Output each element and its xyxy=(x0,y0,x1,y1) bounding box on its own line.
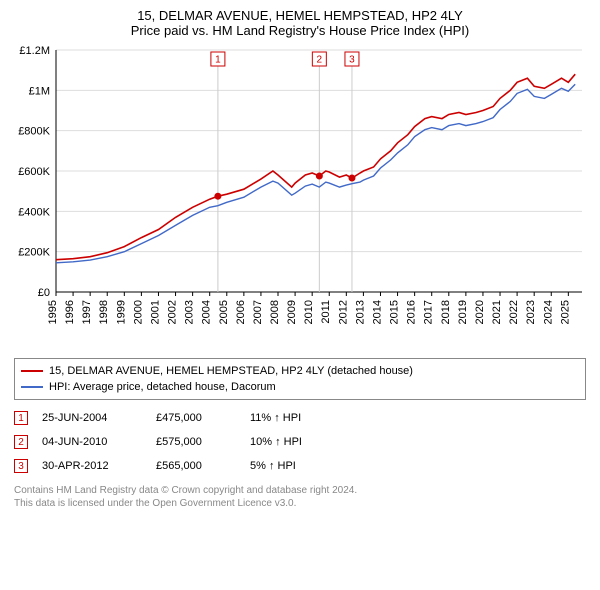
transaction-marker: 2 xyxy=(14,435,28,449)
svg-text:1: 1 xyxy=(215,55,221,66)
svg-text:2002: 2002 xyxy=(167,300,179,324)
svg-text:2003: 2003 xyxy=(184,300,196,324)
svg-text:2011: 2011 xyxy=(320,300,332,324)
svg-text:2005: 2005 xyxy=(218,300,230,324)
legend-label: 15, DELMAR AVENUE, HEMEL HEMPSTEAD, HP2 … xyxy=(49,365,413,377)
legend: 15, DELMAR AVENUE, HEMEL HEMPSTEAD, HP2 … xyxy=(14,358,586,400)
chart-svg: £0 £200K £400K £600K £800K £1M £1.2M 1995 1996 19… xyxy=(10,42,590,352)
svg-text:£800K: £800K xyxy=(18,126,50,138)
transaction-price: £575,000 xyxy=(156,436,236,448)
svg-text:1999: 1999 xyxy=(115,300,127,324)
chart-title-address: 15, DELMAR AVENUE, HEMEL HEMPSTEAD, HP2 … xyxy=(10,8,590,23)
transaction-row: 2 04-JUN-2010 £575,000 10% ↑ HPI xyxy=(14,430,586,454)
svg-text:2025: 2025 xyxy=(559,300,571,324)
svg-text:2016: 2016 xyxy=(406,300,418,324)
transaction-hpi: 5% ↑ HPI xyxy=(250,460,340,472)
transaction-price: £475,000 xyxy=(156,412,236,424)
svg-text:2019: 2019 xyxy=(457,300,469,324)
transaction-date: 04-JUN-2010 xyxy=(42,436,142,448)
footer: Contains HM Land Registry data © Crown c… xyxy=(14,484,586,510)
svg-text:£1M: £1M xyxy=(29,85,50,97)
transaction-hpi: 11% ↑ HPI xyxy=(250,412,340,424)
svg-text:£200K: £200K xyxy=(18,247,50,259)
svg-text:2021: 2021 xyxy=(491,300,503,324)
transaction-marker: 1 xyxy=(14,411,28,425)
transaction-date: 25-JUN-2004 xyxy=(42,412,142,424)
transaction-row: 3 30-APR-2012 £565,000 5% ↑ HPI xyxy=(14,454,586,478)
transaction-row: 1 25-JUN-2004 £475,000 11% ↑ HPI xyxy=(14,406,586,430)
title-block: 15, DELMAR AVENUE, HEMEL HEMPSTEAD, HP2 … xyxy=(10,8,590,38)
svg-text:2012: 2012 xyxy=(337,300,349,324)
svg-text:£1.2M: £1.2M xyxy=(19,45,50,57)
svg-text:2014: 2014 xyxy=(371,300,383,324)
svg-text:2018: 2018 xyxy=(440,300,452,324)
svg-text:£400K: £400K xyxy=(18,206,50,218)
svg-text:£600K: £600K xyxy=(18,166,50,178)
svg-text:2009: 2009 xyxy=(286,300,298,324)
chart-title-sub: Price paid vs. HM Land Registry's House … xyxy=(10,23,590,38)
transactions-table: 1 25-JUN-2004 £475,000 11% ↑ HPI 2 04-JUN-201… xyxy=(14,406,586,478)
svg-text:2008: 2008 xyxy=(269,300,281,324)
chart-container: 15, DELMAR AVENUE, HEMEL HEMPSTEAD, HP2 … xyxy=(0,0,600,518)
svg-text:2017: 2017 xyxy=(423,300,435,324)
legend-swatch xyxy=(21,370,43,372)
svg-text:1996: 1996 xyxy=(64,300,76,324)
transaction-date: 30-APR-2012 xyxy=(42,460,142,472)
svg-text:2004: 2004 xyxy=(201,300,213,324)
svg-text:2: 2 xyxy=(317,55,323,66)
svg-text:2020: 2020 xyxy=(474,300,486,324)
svg-text:2022: 2022 xyxy=(508,300,520,324)
svg-text:2024: 2024 xyxy=(542,300,554,324)
legend-label: HPI: Average price, detached house, Daco… xyxy=(49,381,276,393)
transaction-marker: 3 xyxy=(14,459,28,473)
footer-line2: This data is licensed under the Open Gov… xyxy=(14,497,586,510)
svg-text:2010: 2010 xyxy=(303,300,315,324)
svg-text:2000: 2000 xyxy=(132,300,144,324)
transaction-hpi: 10% ↑ HPI xyxy=(250,436,340,448)
transaction-price: £565,000 xyxy=(156,460,236,472)
footer-line1: Contains HM Land Registry data © Crown c… xyxy=(14,484,586,497)
svg-text:2013: 2013 xyxy=(354,300,366,324)
svg-text:3: 3 xyxy=(349,55,355,66)
svg-text:1998: 1998 xyxy=(98,300,110,324)
line-chart: £0 £200K £400K £600K £800K £1M £1.2M 1995 1996 19… xyxy=(10,42,590,352)
legend-item: HPI: Average price, detached house, Daco… xyxy=(21,379,579,395)
svg-text:2015: 2015 xyxy=(389,300,401,324)
svg-text:1995: 1995 xyxy=(47,300,59,324)
svg-text:£0: £0 xyxy=(38,287,50,299)
svg-text:2007: 2007 xyxy=(252,300,264,324)
legend-item: 15, DELMAR AVENUE, HEMEL HEMPSTEAD, HP2 … xyxy=(21,363,579,379)
svg-text:2001: 2001 xyxy=(149,300,161,324)
legend-swatch xyxy=(21,386,43,388)
svg-text:2023: 2023 xyxy=(525,300,537,324)
svg-text:1997: 1997 xyxy=(81,300,93,324)
svg-text:2006: 2006 xyxy=(235,300,247,324)
